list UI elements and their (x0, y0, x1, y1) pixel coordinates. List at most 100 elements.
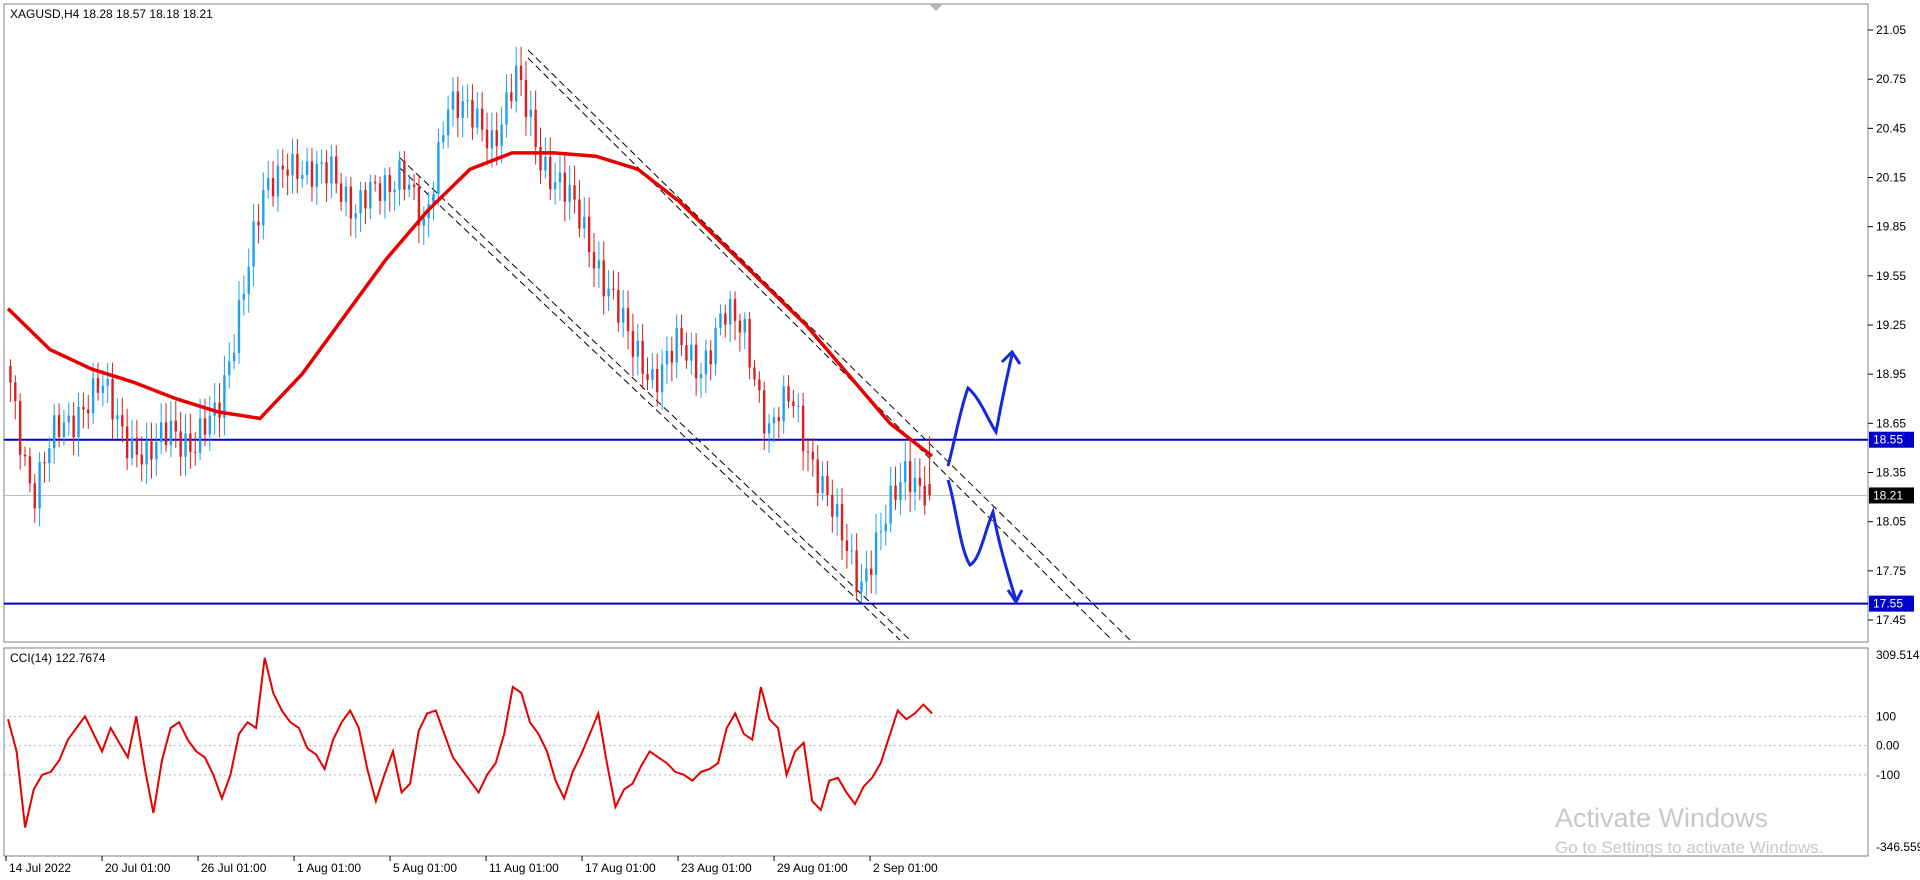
candle-body (383, 175, 387, 201)
candle (767, 414, 771, 453)
candle-body (656, 369, 659, 393)
candle (714, 317, 717, 376)
candle-body (38, 462, 41, 509)
candle (373, 174, 377, 192)
candle-body (456, 91, 460, 118)
candle (320, 149, 323, 184)
candle (159, 403, 163, 455)
channel-line-lower-1[interactable] (399, 157, 911, 641)
candle-body (325, 162, 328, 184)
candle-body (578, 199, 581, 229)
candle (743, 312, 746, 349)
candle (675, 314, 678, 379)
candle (651, 353, 654, 389)
candle-body (651, 369, 654, 380)
candle-body (685, 345, 688, 361)
candle-body (646, 373, 649, 380)
bullish-scenario-arrow[interactable] (946, 354, 1014, 467)
candle-body (733, 299, 737, 321)
candle (656, 353, 659, 407)
candle-body (670, 350, 674, 363)
candle-body (393, 189, 396, 192)
price-tick-label: 17.75 (1876, 564, 1906, 578)
candle (870, 550, 873, 594)
symbol-header: XAGUSD,H4 18.28 18.57 18.18 18.21 (10, 7, 213, 21)
candle (617, 271, 620, 333)
candle-body (266, 178, 270, 190)
candle (87, 394, 90, 429)
price-tick-label: 21.05 (1876, 23, 1906, 37)
price-tag-bg (1869, 595, 1914, 612)
time-tick-label: 2 Sep 01:00 (873, 861, 938, 875)
indicator-panel-frame (3, 647, 1869, 857)
trend-channel[interactable] (399, 49, 1131, 641)
candle (179, 411, 182, 477)
candle-body (296, 153, 299, 179)
candle-body (607, 288, 610, 297)
candle (539, 127, 542, 184)
candle (690, 332, 693, 375)
candle (174, 401, 177, 449)
candle (515, 46, 518, 113)
candle (72, 402, 75, 456)
cci-tick-label: -346.559 (1876, 840, 1920, 854)
candle-body (894, 485, 897, 500)
candle (189, 413, 192, 469)
candle-body (315, 163, 319, 187)
candle-body (753, 367, 756, 380)
candle-body (301, 175, 304, 179)
candle (777, 406, 781, 439)
candle (169, 401, 173, 458)
candle (578, 180, 581, 238)
candle-body (641, 340, 644, 374)
time-tick-label: 17 Aug 01:00 (585, 861, 656, 875)
candle (904, 441, 907, 501)
candle (77, 393, 80, 457)
candle (680, 314, 683, 356)
candle-body (665, 350, 669, 365)
candle (155, 423, 158, 477)
candle (38, 452, 41, 527)
channel-line-upper-2[interactable] (527, 57, 1113, 641)
candle-body (476, 108, 479, 128)
candle (816, 445, 819, 507)
candle-body (806, 451, 810, 453)
forecast-arrows[interactable] (946, 349, 1024, 605)
time-tick-label: 14 Jul 2022 (9, 861, 71, 875)
channel-line-upper-1[interactable] (527, 49, 1131, 641)
cci-tick-label: 0.00 (1876, 739, 1900, 753)
horizontal-levels[interactable] (4, 438, 1868, 605)
candle (884, 504, 887, 546)
price-tick-label: 18.95 (1876, 367, 1906, 381)
candle-body (33, 483, 36, 509)
candle-body (412, 184, 416, 188)
candle-body (485, 129, 489, 149)
candle (116, 398, 119, 439)
candle (811, 438, 815, 477)
candle-body (811, 451, 815, 460)
candle (636, 323, 639, 376)
candle-body (529, 109, 532, 117)
candle-body (232, 353, 236, 362)
candle (480, 91, 484, 142)
candle-body (155, 442, 158, 460)
candle-body (242, 293, 246, 300)
channel-line-lower-2[interactable] (399, 167, 901, 641)
chart-shift-marker-icon[interactable] (929, 4, 943, 11)
candle-body (738, 320, 742, 333)
candle-body (135, 437, 139, 455)
candle-body (899, 482, 902, 500)
candle-body (14, 382, 17, 402)
candle-body (91, 377, 95, 414)
candle (806, 438, 810, 472)
candle (592, 233, 596, 287)
candle-body (835, 504, 839, 517)
candle (558, 152, 562, 201)
candle-body (904, 461, 907, 483)
candle (835, 488, 839, 536)
candle-body (855, 550, 858, 593)
candle-body (500, 124, 503, 146)
bearish-arrowhead-icon (1006, 589, 1024, 605)
bearish-scenario-arrow[interactable] (946, 479, 1018, 601)
candle (344, 176, 348, 217)
